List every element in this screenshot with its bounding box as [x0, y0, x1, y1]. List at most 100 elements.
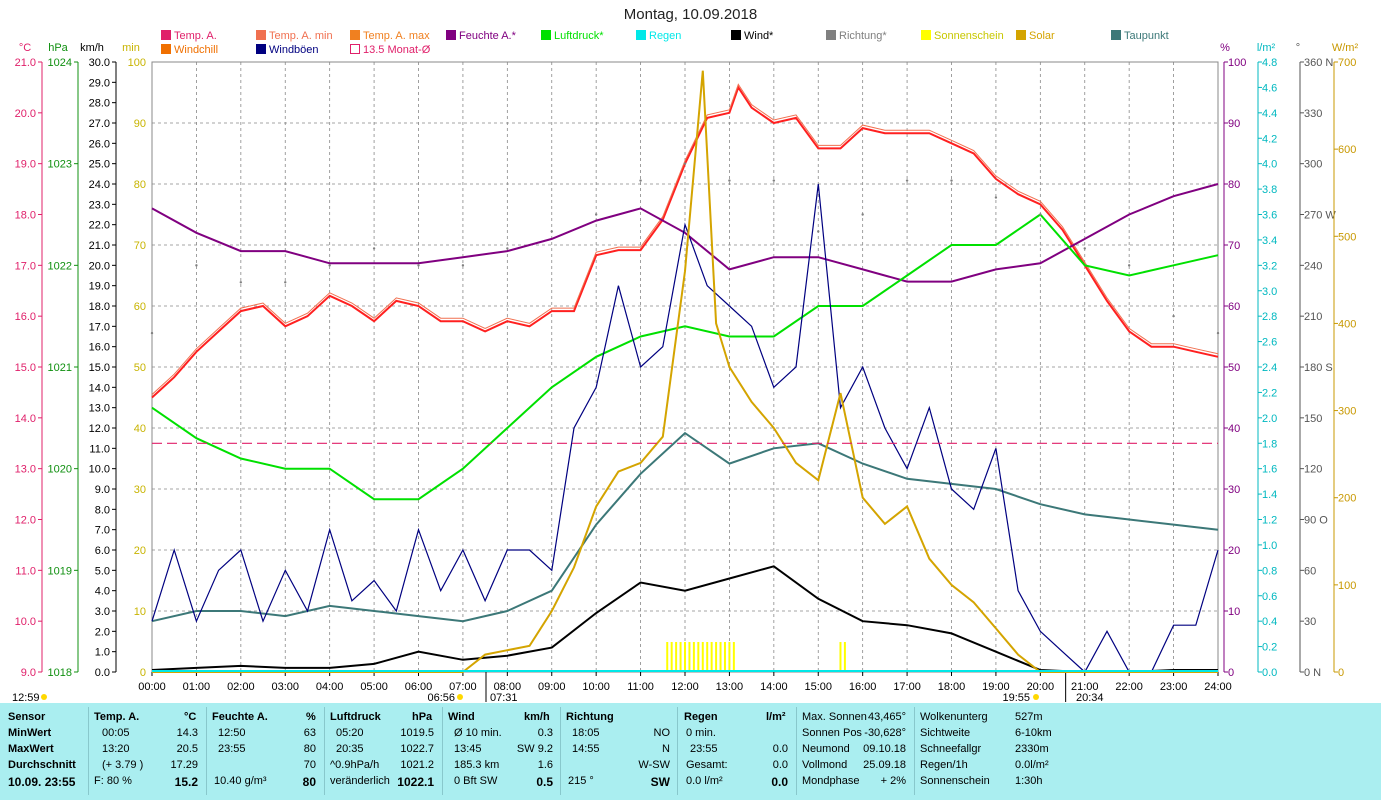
legend-label: Temp. A. min	[269, 30, 333, 42]
axis-temp-tick-label: 10.0	[15, 616, 36, 628]
axis-temp-tick-label: 11.0	[15, 565, 36, 577]
legend-swatch	[256, 44, 266, 54]
axis-percent-tick-label: 40	[1228, 423, 1240, 435]
axis-percent-tick-label: 90	[1228, 118, 1240, 130]
sun-noon-time: 12:59	[12, 692, 40, 703]
series-richtung-point	[1216, 331, 1220, 335]
x-tick-label: 00:00	[138, 681, 166, 693]
axis-percent-tick-label: 70	[1228, 240, 1240, 252]
temp-avg-value: 17.29	[170, 759, 198, 771]
axis-rain-tick-label: 2.2	[1262, 387, 1277, 399]
axis-solar-tick-label: 200	[1338, 493, 1356, 505]
axis-direction-tick-label: 240	[1304, 260, 1322, 272]
series-richtung-point	[1039, 213, 1042, 216]
pressure-unit: hPa	[412, 711, 433, 723]
axis-sun-tick-label: 90	[134, 118, 146, 130]
axis-solar-tick-label: 600	[1338, 144, 1356, 156]
pressure-current-value: 1022.1	[397, 775, 434, 789]
series-richtung-point	[1172, 314, 1175, 318]
direction-min-value: NO	[653, 727, 671, 739]
legend-item: Taupunkt	[1111, 30, 1169, 42]
astro-value-max-sun: 43,465°	[867, 711, 906, 723]
series-richtung-point	[905, 179, 909, 182]
axis-wind-tick-label: 7.0	[95, 525, 110, 537]
x-tick-label: 15:00	[804, 681, 832, 693]
axis-rain-tick-label: 4.6	[1262, 82, 1277, 94]
series-richtung-point	[639, 179, 642, 182]
humidity-min-value: 63	[303, 727, 316, 739]
direction-max-value: N	[662, 743, 670, 755]
x-tick-label: 11:00	[627, 681, 654, 693]
axis-rain-tick-label: 1.0	[1262, 540, 1277, 552]
rain-total-label: Gesamt:	[686, 759, 728, 771]
axis-direction-tick-label: 300	[1304, 159, 1322, 171]
wind-avg-label: Ø 10 min.	[454, 727, 502, 739]
legend-item: Feuchte A.*	[446, 30, 516, 42]
temp-min-value: 14.3	[176, 727, 198, 739]
temp-max-value: 20.5	[176, 743, 198, 755]
x-tick-label: 17:00	[893, 681, 921, 693]
pressure-header: Luftdruck	[330, 711, 381, 723]
legend-swatch	[1111, 30, 1121, 40]
sunset-icon	[1033, 694, 1039, 700]
pressure-tendency: veränderlich	[330, 775, 390, 787]
axis-pressure-tick-label: 1018	[48, 667, 72, 679]
legend-swatch	[541, 30, 551, 40]
axis-wind-tick-label: 1.0	[95, 647, 110, 659]
humidity-absolute: 10.40 g/m³	[214, 775, 267, 787]
axis-pressure-tick-label: 1024	[48, 57, 72, 69]
pressure-trend: ^0.9hPa/h	[330, 759, 380, 771]
x-tick-label: 18:00	[938, 681, 966, 693]
wind-avg-value: 0.3	[537, 727, 553, 739]
axis-sun-tick-label: 70	[134, 240, 146, 252]
axis-wind-tick-label: 27.0	[89, 118, 110, 130]
series-richtung-point	[1083, 247, 1086, 250]
temp-max-time: 13:20	[102, 743, 130, 755]
astro-value-new-moon: 09.10.18	[863, 743, 906, 755]
rain-total-value: 0.0	[772, 759, 788, 771]
wind-beaufort: 0 Bft SW	[454, 775, 498, 787]
unit-rain: l/m²	[1257, 42, 1276, 54]
humidity-min-time: 12:50	[218, 727, 246, 739]
wind-max-value: SW 9.2	[516, 743, 553, 755]
series-richtung-point	[150, 331, 154, 335]
axis-direction-tick-label: 120	[1304, 464, 1322, 476]
legend-swatch	[731, 30, 741, 40]
x-tick-label: 06:00	[405, 681, 433, 693]
axis-sun-tick-label: 20	[134, 545, 146, 557]
axis-direction-tick-label: 270 W	[1304, 210, 1336, 222]
axis-wind-tick-label: 5.0	[95, 565, 110, 577]
statistics-panel: Sensor MinWert MaxWert Durchschnitt 10.0…	[0, 703, 1381, 800]
legend-item: 13.5 Monat-Ø	[350, 44, 430, 56]
series-richtung-point	[728, 179, 731, 182]
humidity-unit: %	[306, 711, 316, 723]
axis-sun-tick-label: 60	[134, 301, 146, 313]
series-richtung-point	[417, 264, 420, 267]
humidity-header: Feuchte A.	[212, 711, 268, 723]
series-richtung-point	[594, 213, 598, 216]
axis-percent-tick-label: 80	[1228, 179, 1240, 191]
axis-rain-tick-label: 0.2	[1262, 642, 1277, 654]
axis-rain-tick-label: 0.8	[1262, 565, 1277, 577]
axis-wind-tick-label: 11.0	[89, 443, 110, 455]
axis-solar-tick-label: 500	[1338, 231, 1356, 243]
misc-value-sunshine: 1:30h	[1015, 775, 1043, 787]
pressure-max-time: 20:35	[336, 743, 364, 755]
sensor-row-min: MinWert	[8, 727, 52, 739]
sunset-time: 19:55	[1002, 692, 1030, 703]
x-tick-label: 01:00	[183, 681, 211, 693]
wind-current-value: 0.5	[536, 775, 553, 789]
axis-temp-tick-label: 17.0	[15, 260, 36, 272]
direction-min-time: 18:05	[572, 727, 600, 739]
axis-rain-tick-label: 1.2	[1262, 515, 1277, 527]
temp-min-time: 00:05	[102, 727, 130, 739]
x-tick-label: 10:00	[582, 681, 610, 693]
axis-percent-tick-label: 0	[1228, 667, 1234, 679]
axis-percent-tick-label: 10	[1228, 606, 1240, 618]
legend-item: Richtung*	[826, 30, 887, 42]
legend-label: 13.5 Monat-Ø	[363, 44, 431, 56]
axis-direction-tick-label: 60	[1304, 565, 1316, 577]
axis-temp-tick-label: 18.0	[15, 210, 36, 222]
axis-rain-tick-label: 0.4	[1262, 616, 1277, 628]
axis-wind-tick-label: 8.0	[95, 504, 110, 516]
